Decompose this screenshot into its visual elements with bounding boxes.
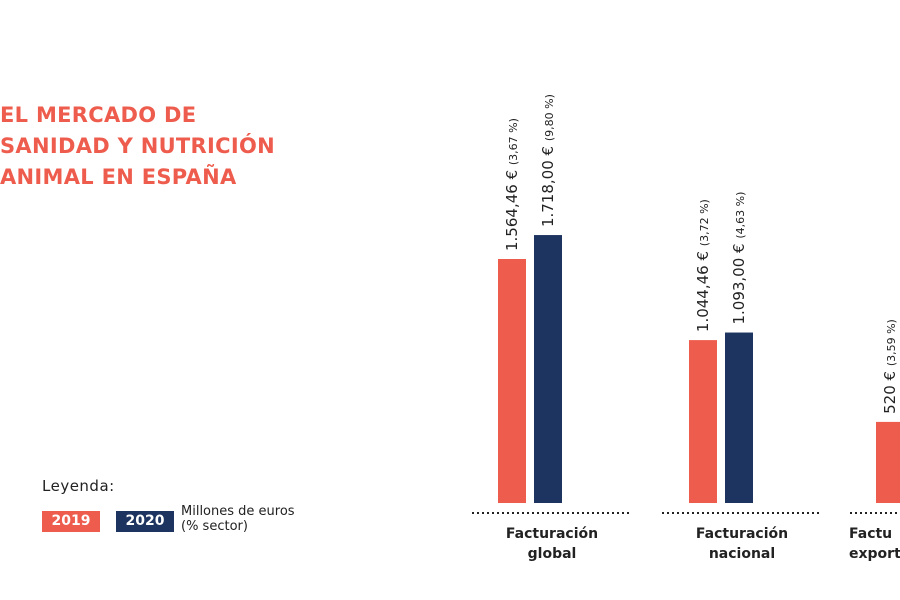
value-amount: 1.044,46 € — [694, 246, 712, 332]
value-label-2019: 520 € (3,59 %) — [881, 319, 899, 414]
legend-item-2019: 2019 — [42, 511, 100, 532]
legend-units-note: Millones de euros (% sector) — [181, 504, 295, 534]
legend-units-line-1: Millones de euros — [181, 504, 295, 519]
legend-title: Leyenda: — [42, 477, 115, 495]
value-percent: (4,63 %) — [734, 192, 747, 239]
value-label-2020: 1.093,00 € (4,63 %) — [730, 192, 748, 325]
category-label-line: Facturación — [506, 526, 598, 542]
value-percent: (3,72 %) — [698, 199, 711, 246]
bar-2019 — [689, 340, 717, 503]
category-label: Facturación nacional — [696, 526, 788, 562]
bar-2020 — [725, 332, 753, 503]
bar-2019 — [876, 421, 900, 503]
category-label: Factu export — [849, 526, 900, 562]
chart-title: EL MERCADO DE SANIDAD Y NUTRICIÓN ANIMAL… — [0, 100, 275, 193]
value-percent: (3,67 %) — [507, 118, 520, 165]
category-label-line: Factu — [849, 526, 892, 542]
legend-item-2020: 2020 — [116, 511, 174, 532]
value-amount: 1.564,46 € — [503, 165, 521, 251]
category-label-line: global — [528, 546, 577, 562]
category-label-line: export — [849, 546, 900, 562]
value-label-2020: 1.718,00 € (9,80 %) — [539, 94, 557, 227]
value-label-2019: 1.564,46 € (3,67 %) — [503, 118, 521, 251]
value-percent: (3,59 %) — [885, 319, 898, 366]
category-label-line: Facturación — [696, 526, 788, 542]
category-label: Facturación global — [506, 526, 598, 562]
value-percent: (9,80 %) — [543, 94, 556, 141]
legend-units-line-2: (% sector) — [181, 519, 248, 534]
value-amount: 1.718,00 € — [539, 141, 557, 227]
category-label-line: nacional — [709, 546, 775, 562]
title-line-2: SANIDAD Y NUTRICIÓN — [0, 134, 275, 158]
title-line-3: ANIMAL EN ESPAÑA — [0, 165, 237, 189]
value-label-2019: 1.044,46 € (3,72 %) — [694, 199, 712, 332]
value-amount: 1.093,00 € — [730, 239, 748, 325]
value-amount: 520 € — [881, 366, 899, 414]
title-line-1: EL MERCADO DE — [0, 103, 197, 127]
bar-2020 — [534, 235, 562, 504]
bar-2019 — [498, 259, 526, 503]
